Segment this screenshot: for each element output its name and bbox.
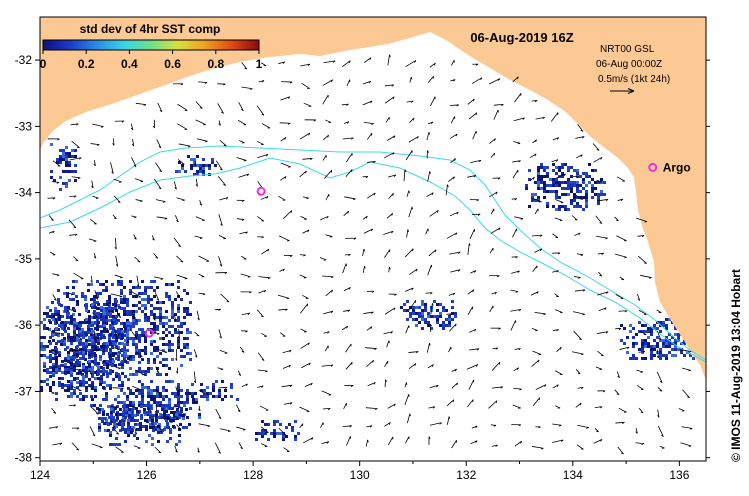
colorbar-tick-label: 0.6 (164, 57, 181, 71)
colorbar: std dev of 4hr SST comp 0 0.2 0.4 0.6 0.8 1 (40, 22, 263, 71)
x-tick-label: 128 (243, 468, 263, 482)
y-tick-label: -35 (15, 252, 33, 266)
x-tick-label: 126 (137, 468, 157, 482)
y-tick-label: -36 (15, 318, 33, 332)
scale-arrow (610, 88, 635, 94)
y-tick-label: -34 (15, 186, 33, 200)
y-axis: -32 -33 -34 -35 -36 -37 -38 (15, 53, 710, 465)
x-tick-label: 132 (456, 468, 476, 482)
current-vectors (47, 54, 693, 455)
colorbar-tick-label: 1 (256, 57, 263, 71)
y-tick-label: -33 (15, 119, 33, 133)
x-tick-label: 136 (669, 468, 689, 482)
colorbar-title: std dev of 4hr SST comp (80, 22, 221, 36)
plot-frame (39, 16, 707, 462)
colorbar-tick-label: 0.8 (207, 57, 224, 71)
x-tick-label: 130 (350, 468, 370, 482)
y-tick-label: -32 (15, 53, 33, 67)
y-tick-label: -37 (15, 384, 33, 398)
argo-float-marker (256, 186, 266, 196)
credit-text: © IMOS 11-Aug-2019 13:04 Hobart (729, 269, 743, 462)
float-markers: Argo (144, 160, 691, 338)
bathymetry-contour-outer (40, 145, 706, 361)
marker-label: Argo (663, 160, 691, 174)
info-line-3: 0.5m/s (1kt 24h) (598, 74, 670, 85)
x-axis: 124 126 128 130 132 134 136 (30, 461, 690, 482)
sst-stddev-patches (40, 143, 706, 446)
info-line-1: NRT00 GSL (600, 44, 655, 55)
colorbar-tick-label: 0.4 (121, 57, 138, 71)
colorbar-tick-label: 0.2 (78, 57, 95, 71)
argo-float-marker (648, 162, 658, 172)
colorbar-ticks: 0 0.2 0.4 0.6 0.8 1 (40, 50, 263, 71)
x-tick-label: 124 (30, 468, 50, 482)
y-tick-label: -38 (15, 451, 33, 465)
colorbar-tick-label: 0 (40, 57, 47, 71)
colorbar-gradient (42, 39, 260, 51)
argo-float-marker (144, 328, 154, 338)
x-tick-label: 134 (563, 468, 583, 482)
land-mass (40, 17, 706, 380)
info-box: NRT00 GSL 06-Aug 00:00Z 0.5m/s (1kt 24h) (596, 44, 670, 94)
map-date: 06-Aug-2019 16Z (470, 30, 573, 45)
bathymetry-contour-inner (40, 157, 706, 363)
info-line-2: 06-Aug 00:00Z (596, 59, 662, 70)
